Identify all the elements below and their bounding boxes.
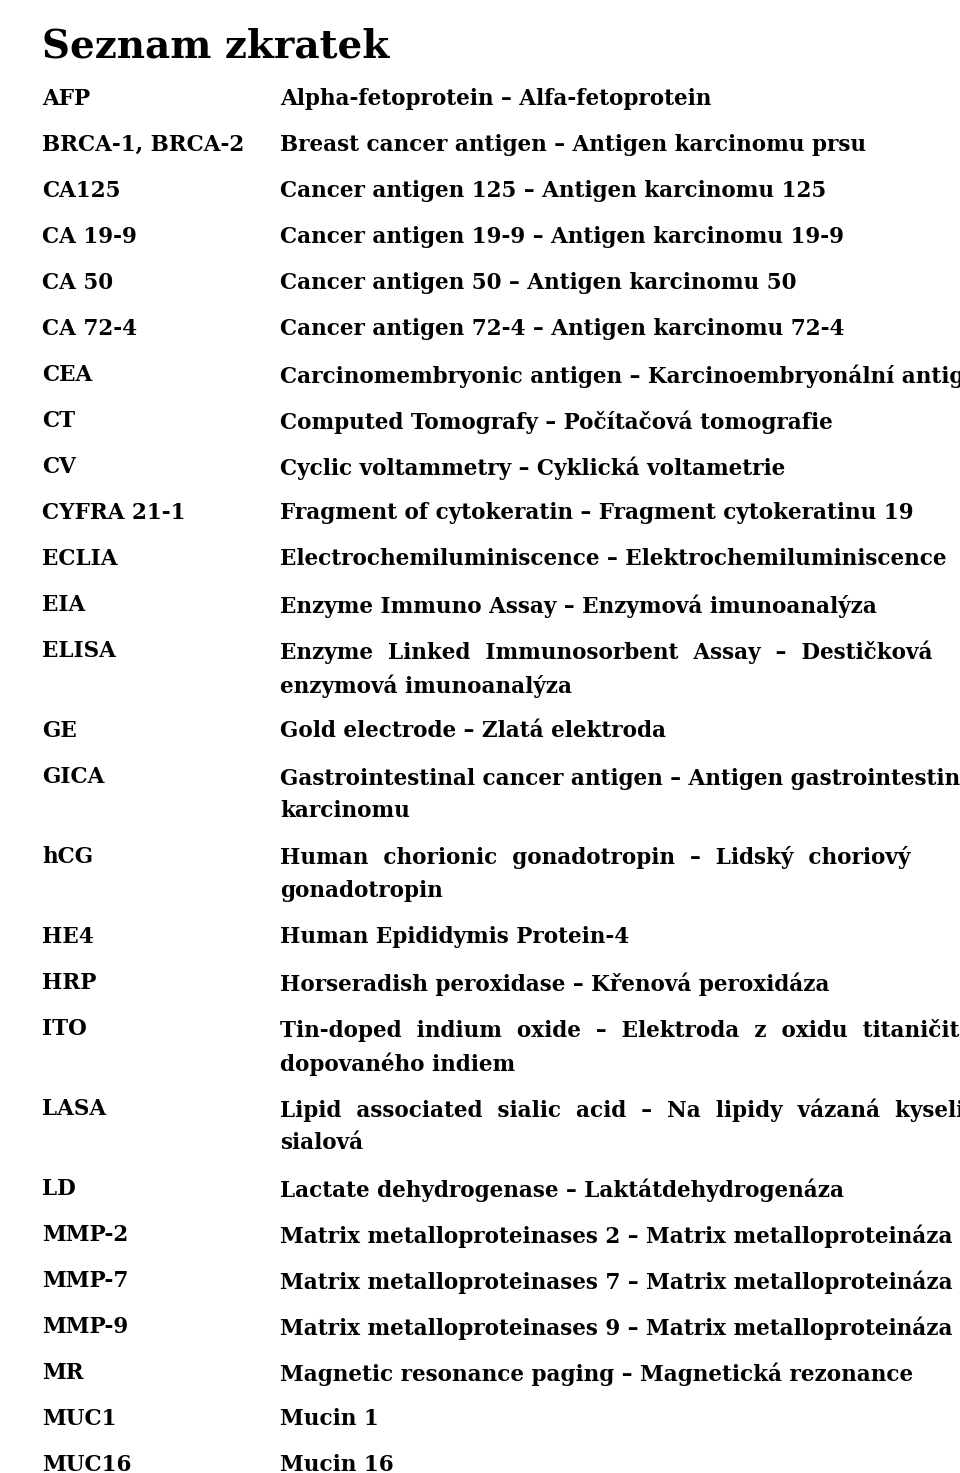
Text: Lactate dehydrogenase – Laktátdehydrogenáza: Lactate dehydrogenase – Laktátdehydrogen… [280,1178,844,1202]
Text: hCG: hCG [42,846,93,868]
Text: GICA: GICA [42,766,105,788]
Text: Matrix metalloproteinases 7 – Matrix metalloproteináza 7: Matrix metalloproteinases 7 – Matrix met… [280,1270,960,1293]
Text: Cancer antigen 19-9 – Antigen karcinomu 19-9: Cancer antigen 19-9 – Antigen karcinomu … [280,225,844,247]
Text: CA 72-4: CA 72-4 [42,318,137,340]
Text: Mucin 1: Mucin 1 [280,1408,379,1430]
Text: Carcinomembryonic antigen – Karcinoembryonální antigen: Carcinomembryonic antigen – Karcinoembry… [280,364,960,387]
Text: Horseradish peroxidase – Křenová peroxidáza: Horseradish peroxidase – Křenová peroxid… [280,972,829,996]
Text: Magnetic resonance paging – Magnetická rezonance: Magnetic resonance paging – Magnetická r… [280,1363,913,1386]
Text: Tin-doped  indium  oxide  –  Elektroda  z  oxidu  titaničitého: Tin-doped indium oxide – Elektroda z oxi… [280,1018,960,1041]
Text: Fragment of cytokeratin – Fragment cytokeratinu 19: Fragment of cytokeratin – Fragment cytok… [280,502,914,524]
Text: MR: MR [42,1363,84,1385]
Text: MMP-7: MMP-7 [42,1270,129,1292]
Text: Lipid  associated  sialic  acid  –  Na  lipidy  vázaná  kyselina: Lipid associated sialic acid – Na lipidy… [280,1097,960,1121]
Text: EIA: EIA [42,594,85,616]
Text: Alpha-fetoprotein – Alfa-fetoprotein: Alpha-fetoprotein – Alfa-fetoprotein [280,88,711,110]
Text: Human  chorionic  gonadotropin  –  Lidský  choriový: Human chorionic gonadotropin – Lidský ch… [280,846,910,869]
Text: CV: CV [42,457,76,479]
Text: MMP-9: MMP-9 [42,1315,129,1337]
Text: ELISA: ELISA [42,639,116,661]
Text: LD: LD [42,1178,76,1200]
Text: CA 50: CA 50 [42,273,113,295]
Text: Cyclic voltammetry – Cyklická voltametrie: Cyclic voltammetry – Cyklická voltametri… [280,457,785,480]
Text: MMP-2: MMP-2 [42,1224,129,1246]
Text: sialová: sialová [280,1131,363,1153]
Text: Breast cancer antigen – Antigen karcinomu prsu: Breast cancer antigen – Antigen karcinom… [280,134,866,156]
Text: Enzyme  Linked  Immunosorbent  Assay  –  Destičková: Enzyme Linked Immunosorbent Assay – Dest… [280,639,932,663]
Text: ECLIA: ECLIA [42,548,117,570]
Text: Seznam zkratek: Seznam zkratek [42,28,389,66]
Text: LASA: LASA [42,1097,107,1119]
Text: CA 19-9: CA 19-9 [42,225,137,247]
Text: dopovaného indiem: dopovaného indiem [280,1052,516,1075]
Text: Gold electrode – Zlatá elektroda: Gold electrode – Zlatá elektroda [280,720,666,742]
Text: Electrochemiluminiscence – Elektrochemiluminiscence: Electrochemiluminiscence – Elektrochemil… [280,548,947,570]
Text: Human Epididymis Protein-4: Human Epididymis Protein-4 [280,927,629,949]
Text: BRCA-1, BRCA-2: BRCA-1, BRCA-2 [42,134,244,156]
Text: HRP: HRP [42,972,96,994]
Text: AFP: AFP [42,88,90,110]
Text: Cancer antigen 72-4 – Antigen karcinomu 72-4: Cancer antigen 72-4 – Antigen karcinomu … [280,318,845,340]
Text: CA125: CA125 [42,180,121,202]
Text: Gastrointestinal cancer antigen – Antigen gastrointestinálního: Gastrointestinal cancer antigen – Antige… [280,766,960,790]
Text: CT: CT [42,409,75,432]
Text: Mucin 16: Mucin 16 [280,1454,394,1473]
Text: Matrix metalloproteinases 9 – Matrix metalloproteináza 9: Matrix metalloproteinases 9 – Matrix met… [280,1315,960,1339]
Text: Cancer antigen 125 – Antigen karcinomu 125: Cancer antigen 125 – Antigen karcinomu 1… [280,180,827,202]
Text: CYFRA 21-1: CYFRA 21-1 [42,502,185,524]
Text: Cancer antigen 50 – Antigen karcinomu 50: Cancer antigen 50 – Antigen karcinomu 50 [280,273,797,295]
Text: gonadotropin: gonadotropin [280,879,443,901]
Text: Matrix metalloproteinases 2 – Matrix metalloproteináza 2: Matrix metalloproteinases 2 – Matrix met… [280,1224,960,1248]
Text: karcinomu: karcinomu [280,800,410,822]
Text: Enzyme Immuno Assay – Enzymová imunoanalýza: Enzyme Immuno Assay – Enzymová imunoanal… [280,594,876,617]
Text: HE4: HE4 [42,927,94,949]
Text: CEA: CEA [42,364,92,386]
Text: MUC1: MUC1 [42,1408,116,1430]
Text: MUC16: MUC16 [42,1454,132,1473]
Text: GE: GE [42,720,77,742]
Text: ITO: ITO [42,1018,86,1040]
Text: enzymová imunoanalýza: enzymová imunoanalýza [280,675,572,698]
Text: Computed Tomografy – Počítačová tomografie: Computed Tomografy – Počítačová tomograf… [280,409,832,433]
